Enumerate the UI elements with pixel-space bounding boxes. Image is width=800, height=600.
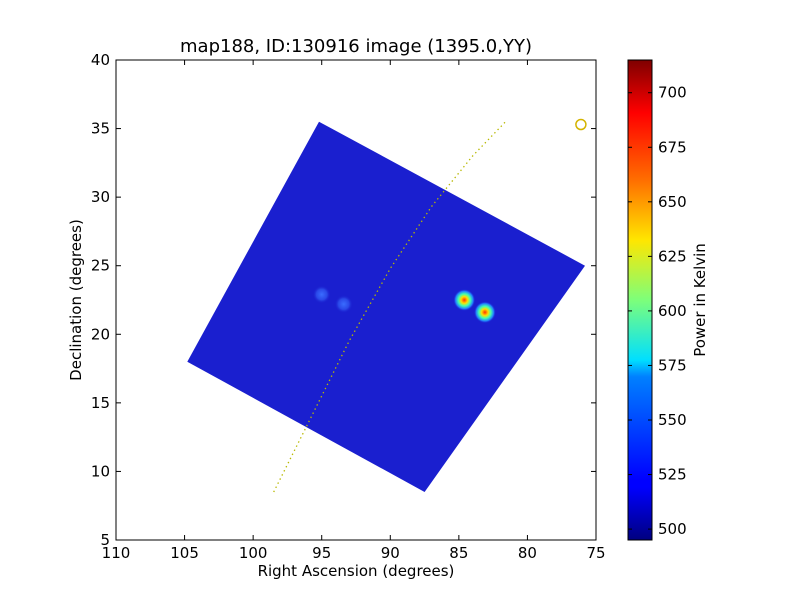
x-tick-label: 85: [449, 544, 468, 562]
colorbar-tick-label: 500: [658, 520, 687, 538]
x-tick-label: 95: [312, 544, 331, 562]
colorbar-tick-label: 600: [658, 302, 687, 320]
colorbar-tick-label: 575: [658, 356, 687, 374]
x-tick-label: 75: [586, 544, 605, 562]
track-line: [273, 119, 508, 493]
y-tick-label: 30: [91, 188, 110, 206]
colorbar-tick-label: 700: [658, 84, 687, 102]
source-4: [334, 295, 353, 314]
chart-title: map188, ID:130916 image (1395.0,YY): [180, 36, 532, 57]
map-region: [187, 121, 586, 492]
sources-layer: [312, 285, 496, 324]
source-3: [312, 285, 331, 304]
x-tick-label: 80: [518, 544, 537, 562]
x-tick-label: 100: [239, 544, 268, 562]
x-tick-label: 110: [102, 544, 131, 562]
colorbar-gradient: [627, 59, 653, 541]
y-tick-label: 10: [91, 462, 110, 480]
y-tick-label: 20: [91, 325, 110, 343]
colorbar-ticks: 500 525 550 575 600 625 650 675 700: [628, 84, 687, 538]
colorbar: 500 525 550 575 600 625 650 675 700 Power in Kel…: [627, 59, 709, 541]
source-2: [473, 301, 496, 324]
y-axis-label: Declination (degrees): [67, 219, 85, 381]
x-axis: 110 105 100 95 90 85 80 75: [102, 60, 606, 562]
y-tick-label: 25: [91, 257, 110, 275]
colorbar-label: Power in Kelvin: [691, 243, 709, 357]
plot-frame: [115, 59, 597, 541]
y-tick-label: 5: [100, 531, 110, 549]
colorbar-tick-label: 525: [658, 466, 687, 484]
y-tick-label: 35: [91, 120, 110, 138]
y-axis: 5 10 15 20 25 30 35 40: [91, 51, 596, 549]
colorbar-tick-label: 625: [658, 247, 687, 265]
y-tick-label: 40: [91, 51, 110, 69]
map-layer: [187, 118, 587, 493]
x-tick-label: 105: [170, 544, 199, 562]
y-tick-label: 15: [91, 394, 110, 412]
x-axis-label: Right Ascension (degrees): [258, 562, 455, 580]
marker-circle: [575, 118, 587, 131]
colorbar-tick-label: 675: [658, 138, 687, 156]
source-1: [453, 289, 476, 311]
colorbar-tick-label: 550: [658, 411, 687, 429]
colorbar-tick-label: 650: [658, 193, 687, 211]
x-tick-label: 90: [381, 544, 400, 562]
